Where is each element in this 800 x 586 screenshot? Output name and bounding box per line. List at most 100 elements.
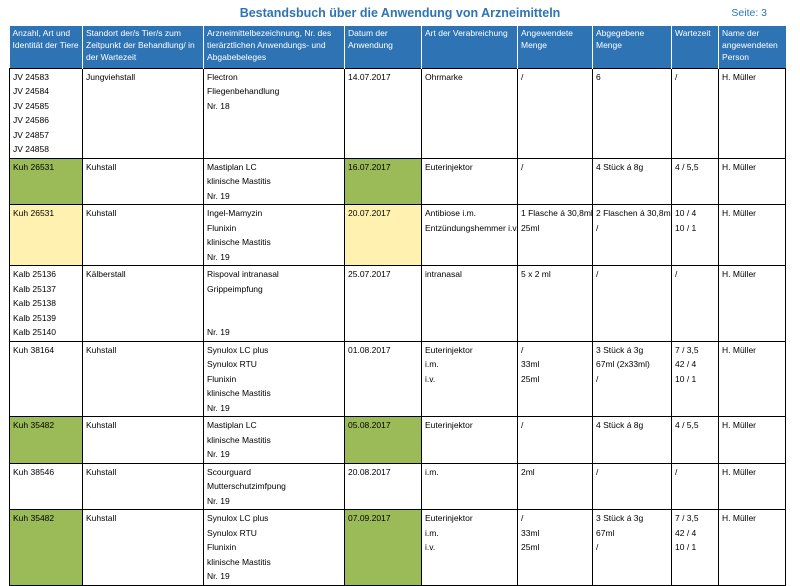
cell-withdrawal: 4 / 5,5 <box>671 157 719 205</box>
cell-line: / <box>675 466 678 477</box>
cell-location: Kuhstall <box>82 204 204 266</box>
cell-medication: Scourguard Mutterschutzimfpung Nr. 19 <box>203 462 345 510</box>
cell-animals: Kuh 26531 <box>9 157 83 205</box>
cell-animals: JV 24583 JV 24584 JV 24585 JV 24586 JV 24857… <box>9 67 83 159</box>
cell-person: H. Müller <box>718 509 786 586</box>
cell-line: JV 24586 <box>13 115 49 125</box>
cell-line: 25.07.2017 <box>348 269 391 279</box>
cell-line: / <box>675 71 678 82</box>
cell-line: Kuh 35482 <box>13 513 55 523</box>
cell-line: H. Müller <box>722 513 757 523</box>
col-header-person: Name der angewendeten Person <box>718 26 786 68</box>
cell-line: Euterinjektor <box>425 161 473 172</box>
table-row: Kuh 35482 Kuhstall Synulox LC plus Synulox … <box>9 509 786 586</box>
col-header-applied-amount: Angewendete Menge <box>517 26 593 68</box>
cell-withdrawal: 7 / 3,5 42 / 4 10 / 1 <box>671 340 719 417</box>
cell-date: 05.08.2017 <box>344 416 422 464</box>
cell-line: 5 x 2 ml <box>521 269 551 279</box>
cell-date: 25.07.2017 <box>344 265 422 342</box>
cell-line: Kuhstall <box>86 420 117 430</box>
cell-line: Nr. 19 <box>207 571 230 581</box>
cell-line: Euterinjektor <box>425 513 473 523</box>
cell-line: Kuh 38546 <box>13 466 55 477</box>
cell-line: i.v. <box>425 542 436 552</box>
cell-line: 42 / 4 <box>675 359 697 369</box>
table-row: Kuh 35482 Kuhstall Mastiplan LC klinische M… <box>9 416 786 464</box>
cell-dispensed-amount: 3 Stück á 3g 67ml (2x33ml) / <box>592 340 672 417</box>
table-row: JV 24583 JV 24584 JV 24585 JV 24586 JV 24857… <box>9 67 786 159</box>
cell-medication: Synulox LC plus Synulox RTU Flunixin klinis… <box>203 340 345 417</box>
cell-location: Kälberstall <box>82 265 204 342</box>
cell-line: 7 / 3,5 <box>675 344 699 355</box>
cell-dispensed-amount: / <box>592 265 672 342</box>
cell-line: Nr. 19 <box>207 190 230 201</box>
cell-applied-amount: / 33ml 25ml <box>517 340 593 417</box>
cell-medication: Rispoval intranasal Grippeimpfung Nr. 19 <box>203 265 345 342</box>
table-row: Kuh 26531 Kuhstall Ingel-Mamyzin Flunixin kl… <box>9 204 786 266</box>
cell-location: Kuhstall <box>82 157 204 205</box>
page: Bestandsbuch über die Anwendung von Arzn… <box>9 6 786 586</box>
cell-line: Flunixin <box>207 222 237 233</box>
cell-line: 6 <box>596 71 601 82</box>
cell-line: Kalb 25138 <box>13 298 57 308</box>
cell-line: JV 24858 <box>13 144 49 154</box>
cell-line: H. Müller <box>722 420 757 430</box>
cell-line: Flectron <box>207 71 238 82</box>
cell-animals: Kuh 35482 <box>9 416 83 464</box>
col-header-location: Standort der/s Tier/s zum Zeitpunkt der … <box>82 26 204 68</box>
cell-animals: Kalb 25136 Kalb 25137 Kalb 25138 Kalb 25139… <box>9 265 83 342</box>
table-row: Kuh 38164 Kuhstall Synulox LC plus Synulox … <box>9 340 786 417</box>
cell-line: Jungviehstall <box>86 71 136 82</box>
col-header-administration: Art der Verabreichung <box>421 26 518 68</box>
cell-applied-amount: 2ml <box>517 462 593 510</box>
cell-withdrawal: 10 / 4 10 / 1 <box>671 204 719 266</box>
cell-line: / <box>521 420 524 430</box>
cell-line: i.m. <box>425 466 439 477</box>
cell-administration: intranasal <box>421 265 518 342</box>
cell-line: Kalb 25140 <box>13 327 57 337</box>
cell-line: Synulox RTU <box>207 359 257 369</box>
cell-person: H. Müller <box>718 204 786 266</box>
cell-person: H. Müller <box>718 67 786 159</box>
cell-line: Synulox LC plus <box>207 344 269 355</box>
cell-line: / <box>521 513 524 523</box>
cell-line: / <box>596 542 599 552</box>
cell-person: H. Müller <box>718 416 786 464</box>
cell-dispensed-amount: / <box>592 462 672 510</box>
cell-location: Kuhstall <box>82 462 204 510</box>
cell-line: 2 Flaschen á 30,8ml <box>596 208 672 218</box>
cell-line: 10 / 4 <box>675 208 697 218</box>
cell-medication: Mastiplan LC klinische Mastitis Nr. 19 <box>203 157 345 205</box>
cell-line: 4 / 5,5 <box>675 161 699 172</box>
cell-line: / <box>521 344 524 355</box>
cell-line: JV 24585 <box>13 100 49 111</box>
cell-line: klinische Mastitis <box>207 434 271 445</box>
cell-line: Kuh 26531 <box>13 208 55 218</box>
cell-location: Kuhstall <box>82 340 204 417</box>
cell-medication: Synulox LC plus Synulox RTU Flunixin klinis… <box>203 509 345 586</box>
cell-line: 20.08.2017 <box>348 466 391 477</box>
col-header-animals: Anzahl, Art und Identität der Tiere <box>9 26 83 68</box>
cell-line: Kälberstall <box>86 269 126 279</box>
cell-line: Kuh 35482 <box>13 420 55 430</box>
cell-line: Kalb 25136 <box>13 269 57 279</box>
cell-date: 20.07.2017 <box>344 204 422 266</box>
cell-administration: Ohrmarke <box>421 67 518 159</box>
cell-line: 14.07.2017 <box>348 71 391 82</box>
col-header-medication: Arzneimittelbezeichnung, Nr. des tierärz… <box>203 26 345 68</box>
document-title: Bestandsbuch über die Anwendung von Arzn… <box>239 6 561 20</box>
cell-line: Grippeimpfung <box>207 283 263 294</box>
cell-line: Ohrmarke <box>425 71 463 82</box>
cell-line: Kalb 25137 <box>13 283 57 294</box>
cell-line: Entzündungshemmer i.v. <box>425 222 518 233</box>
cell-line: 4 Stück á 8g <box>596 420 644 430</box>
cell-line: Nr. 19 <box>207 402 230 413</box>
cell-line: Kuhstall <box>86 466 117 477</box>
cell-line: 3 Stück á 3g <box>596 344 644 355</box>
cell-line: i.m. <box>425 359 439 369</box>
cell-line: 05.08.2017 <box>348 420 391 430</box>
cell-line: Kuhstall <box>86 208 117 218</box>
cell-line: klinische Mastitis <box>207 237 271 247</box>
cell-line: / <box>596 222 599 233</box>
cell-line: 01.08.2017 <box>348 344 391 355</box>
